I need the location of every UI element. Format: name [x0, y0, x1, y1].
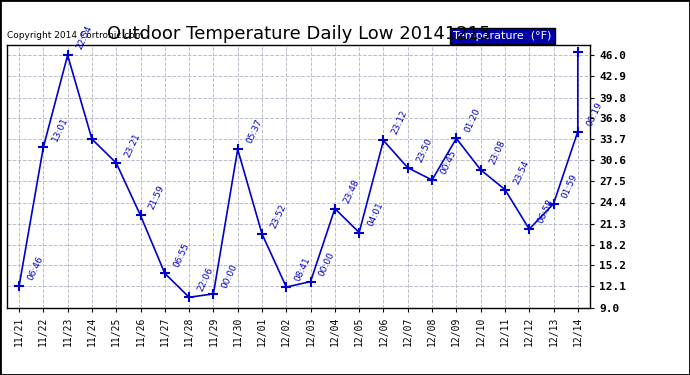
Text: 05:37: 05:37: [245, 118, 264, 145]
Text: 00:45: 00:45: [439, 149, 458, 176]
Text: 01:59: 01:59: [560, 172, 580, 200]
Text: 22:54: 22:54: [75, 24, 94, 51]
Text: 01:20: 01:20: [463, 107, 482, 134]
Text: Temperature  (°F): Temperature (°F): [453, 31, 552, 41]
Text: 00:19: 00:19: [584, 100, 604, 128]
Text: 08:41: 08:41: [293, 256, 313, 283]
Text: 23:08: 23:08: [488, 138, 506, 166]
Text: 23:48: 23:48: [342, 177, 361, 204]
Text: 23:50: 23:50: [415, 136, 434, 164]
Text: 23:52: 23:52: [269, 202, 288, 230]
Text: 04:01: 04:01: [366, 201, 385, 228]
Text: 00:00: 00:00: [220, 262, 239, 290]
Text: 06:58: 06:58: [536, 198, 555, 225]
Text: 21:59: 21:59: [148, 184, 166, 211]
Text: 22:06: 22:06: [196, 266, 215, 293]
Text: Copyright 2014 Cortronic.com: Copyright 2014 Cortronic.com: [7, 31, 144, 40]
Title: Outdoor Temperature Daily Low 20141215: Outdoor Temperature Daily Low 20141215: [107, 26, 490, 44]
Text: 06:55: 06:55: [172, 242, 191, 269]
Text: 23:12: 23:12: [391, 109, 409, 136]
Text: 13:01: 13:01: [50, 116, 70, 143]
Text: 23:21: 23:21: [124, 132, 142, 159]
Text: 23:54: 23:54: [512, 158, 531, 185]
Text: 00:00: 00:00: [317, 250, 337, 278]
Text: 06:46: 06:46: [26, 255, 45, 282]
